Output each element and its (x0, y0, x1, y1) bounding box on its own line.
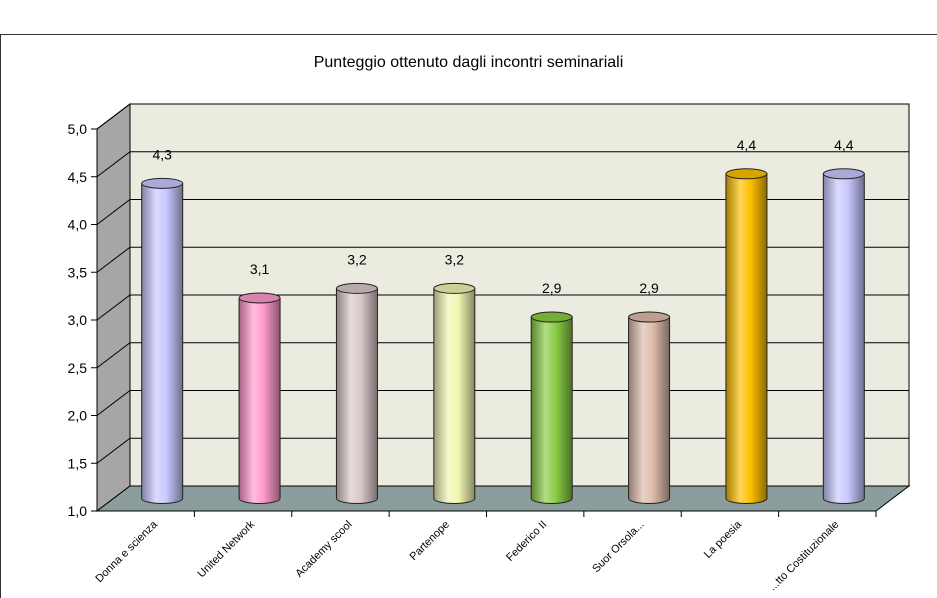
bar-top (530, 311, 573, 323)
data-label: 4,4 (834, 137, 854, 153)
bar-top (141, 177, 184, 189)
data-label: 3,2 (445, 251, 465, 267)
bar-top (238, 292, 281, 304)
data-label: 3,1 (250, 261, 270, 277)
y-tick-label: 2,5 (68, 360, 88, 376)
bar-body (530, 316, 573, 504)
bar-top (335, 282, 378, 294)
category-label: Donna e scienza (93, 518, 160, 585)
bar-top (628, 311, 671, 323)
category-label: ...tto Costituzionale (767, 519, 842, 594)
y-tick-label: 4,5 (68, 169, 88, 185)
bar-1 (141, 177, 184, 504)
data-label: 2,9 (542, 280, 562, 296)
category-label: La poesia (702, 518, 745, 561)
bar-top (822, 168, 865, 180)
category-label: United Network (196, 518, 258, 580)
bar-body (141, 182, 184, 504)
data-label: 4,4 (737, 137, 757, 153)
data-labels: 4,3 3,1 3,2 3,2 2,9 2,9 4,4 4,4 (152, 137, 853, 296)
bar-body (335, 287, 378, 504)
y-axis: 1,0 1,5 2,0 2,5 3,0 3,5 4,0 4,5 5,0 (68, 121, 876, 519)
chart-walls (95, 102, 911, 513)
bar-5 (530, 311, 573, 504)
bar-body (822, 173, 865, 504)
bar-body (725, 173, 768, 504)
gridline-side (96, 199, 131, 225)
data-label: 2,9 (639, 280, 659, 296)
bar-2 (238, 292, 281, 504)
gridline-side (96, 342, 131, 369)
category-label: Federico II (504, 519, 549, 564)
bar-body (628, 316, 671, 504)
data-label: 3,2 (347, 251, 367, 267)
bar-7 (725, 168, 768, 504)
category-label: Partenope (408, 519, 452, 563)
bar-body (238, 297, 281, 504)
bar-4 (433, 282, 476, 504)
floor (95, 485, 911, 512)
category-label: Academy scool (293, 519, 354, 580)
category-label: Suor Orsola... (590, 519, 646, 575)
y-tick-label: 4,0 (68, 217, 88, 233)
gridline-side (96, 103, 131, 130)
y-tick-label: 3,5 (68, 264, 88, 280)
bar-top (433, 282, 476, 294)
bar-body (433, 287, 476, 504)
y-tick-label: 2,0 (68, 408, 88, 424)
chart-title: Punteggio ottenuto dagli incontri semina… (313, 54, 624, 71)
bars (141, 168, 865, 504)
y-tick-label: 1,0 (68, 503, 88, 519)
bar-3 (335, 282, 378, 504)
gridline-side (96, 390, 131, 416)
data-label: 4,3 (152, 146, 172, 162)
bar-8 (822, 168, 865, 504)
gridline-side (96, 151, 131, 178)
gridline-side (96, 246, 131, 273)
y-tick-label: 3,0 (68, 312, 88, 328)
x-axis: Donna e scienza United Network Academy sco… (93, 511, 877, 594)
y-tick-label: 1,5 (68, 455, 88, 471)
bar-6 (628, 311, 671, 504)
bar-top (725, 168, 768, 180)
gridline-side (96, 437, 131, 464)
chart-frame (0, 34, 937, 598)
y-tick-label: 5,0 (68, 121, 88, 137)
gridline-side (96, 294, 131, 321)
